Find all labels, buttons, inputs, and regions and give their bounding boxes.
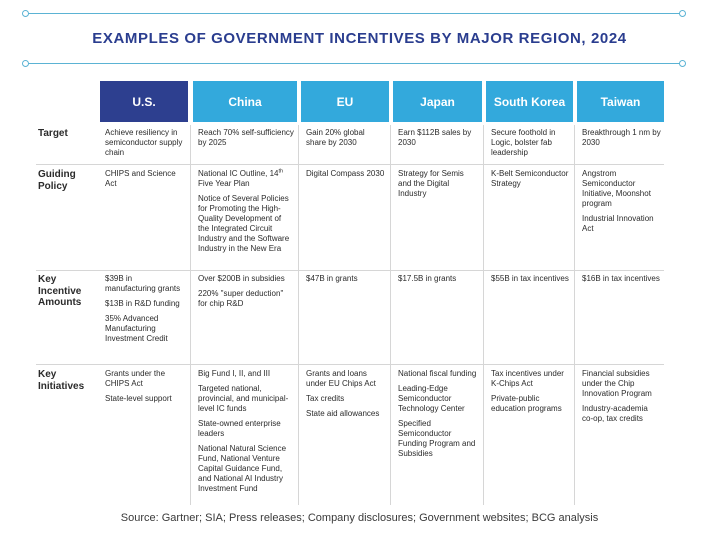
cell-guiding-policy-japan: Strategy for Semis and the Digital Indus… bbox=[398, 169, 479, 204]
cell-target-taiwan: Breakthrough 1 nm by 2030 bbox=[582, 128, 661, 153]
cell-paragraph: Gain 20% global share by 2030 bbox=[306, 128, 365, 147]
cell-paragraph: National Natural Science Fund, National … bbox=[198, 444, 287, 493]
column-divider bbox=[483, 125, 484, 505]
row-divider bbox=[36, 270, 664, 271]
cell-paragraph: Over $200B in subsidies bbox=[198, 274, 285, 283]
cell-paragraph: Secure foothold in Logic, bolster fab le… bbox=[491, 128, 556, 157]
cell-paragraph: Notice of Several Policies for Promoting… bbox=[198, 194, 290, 253]
cell-paragraph: Specified Semiconductor Funding Program … bbox=[398, 419, 476, 458]
column-divider bbox=[298, 125, 299, 505]
cell-paragraph: 35% Advanced Manufacturing Investment Cr… bbox=[105, 314, 168, 343]
cell-paragraph: K-Belt Semiconductor Strategy bbox=[491, 169, 569, 188]
cell-guiding-policy-taiwan: Angstrom Semiconductor Initiative, Moons… bbox=[582, 169, 661, 239]
cell-guiding-policy-china: National IC Outline, 14th Five Year Plan… bbox=[198, 169, 294, 259]
column-header-japan: Japan bbox=[393, 81, 482, 122]
cell-paragraph: Earn $112B sales by 2030 bbox=[398, 128, 472, 147]
row-label-key-initiatives: Key Initiatives bbox=[38, 369, 85, 392]
cell-paragraph: $39B in manufacturing grants bbox=[105, 274, 181, 293]
cell-paragraph: Angstrom Semiconductor Initiative, Moons… bbox=[582, 169, 651, 208]
cell-paragraph: Industry-academia co-op, tax credits bbox=[582, 404, 648, 423]
cell-paragraph: Grants under the CHIPS Act bbox=[105, 369, 166, 388]
cell-target-south-korea: Secure foothold in Logic, bolster fab le… bbox=[491, 128, 570, 163]
column-divider bbox=[390, 125, 391, 505]
column-header-south-korea: South Korea bbox=[486, 81, 573, 122]
cell-paragraph: Leading-Edge Semiconductor Technology Ce… bbox=[398, 384, 465, 413]
column-header-u-s: U.S. bbox=[100, 81, 188, 122]
cell-paragraph: State-owned enterprise leaders bbox=[198, 419, 281, 438]
cell-paragraph: $16B in tax incentives bbox=[582, 274, 660, 283]
cell-target-u-s: Achieve resiliency in semiconductor supp… bbox=[105, 128, 185, 163]
cell-paragraph: $13B in R&D funding bbox=[105, 299, 180, 308]
cell-key-incentive-amounts-china: Over $200B in subsidies 220% "super deduc… bbox=[198, 274, 294, 314]
cell-guiding-policy-eu: Digital Compass 2030 bbox=[306, 169, 386, 184]
cell-paragraph: Financial subsidies under the Chip Innov… bbox=[582, 369, 652, 398]
cell-paragraph: National IC Outline, 14th Five Year Plan bbox=[198, 168, 284, 188]
cell-key-initiatives-south-korea: Tax incentives under K-Chips Act Private-… bbox=[491, 369, 570, 419]
cell-paragraph: State-level support bbox=[105, 394, 172, 403]
cell-paragraph: $47B in grants bbox=[306, 274, 358, 283]
cell-paragraph: Tax incentives under K-Chips Act bbox=[491, 369, 564, 388]
cell-paragraph: Tax credits bbox=[306, 394, 345, 403]
cell-key-incentive-amounts-japan: $17.5B in grants bbox=[398, 274, 479, 289]
cell-paragraph: State aid allowances bbox=[306, 409, 380, 418]
cell-paragraph: $17.5B in grants bbox=[398, 274, 457, 283]
cell-paragraph: $55B in tax incentives bbox=[491, 274, 569, 283]
cell-paragraph: CHIPS and Science Act bbox=[105, 169, 176, 188]
cell-guiding-policy-south-korea: K-Belt Semiconductor Strategy bbox=[491, 169, 570, 194]
cell-paragraph: Grants and loans under EU Chips Act bbox=[306, 369, 376, 388]
cell-paragraph: Private-public education programs bbox=[491, 394, 562, 413]
cell-key-incentive-amounts-taiwan: $16B in tax incentives bbox=[582, 274, 661, 289]
row-divider bbox=[36, 164, 664, 165]
cell-key-initiatives-eu: Grants and loans under EU Chips Act Tax c… bbox=[306, 369, 386, 424]
cell-key-initiatives-japan: National fiscal funding Leading-Edge Semi… bbox=[398, 369, 479, 464]
column-header-eu: EU bbox=[301, 81, 389, 122]
cell-paragraph: Breakthrough 1 nm by 2030 bbox=[582, 128, 661, 147]
cell-target-eu: Gain 20% global share by 2030 bbox=[306, 128, 386, 153]
cell-paragraph: Targeted national, provincial, and munic… bbox=[198, 384, 289, 413]
cell-guiding-policy-u-s: CHIPS and Science Act bbox=[105, 169, 185, 194]
cell-target-japan: Earn $112B sales by 2030 bbox=[398, 128, 479, 153]
row-label-key-incentive-amounts: Key Incentive Amounts bbox=[38, 274, 82, 308]
column-divider bbox=[190, 125, 191, 505]
cell-paragraph: Digital Compass 2030 bbox=[306, 169, 385, 178]
table-title: EXAMPLES OF GOVERNMENT INCENTIVES BY MAJ… bbox=[92, 30, 627, 47]
column-header-taiwan: Taiwan bbox=[577, 81, 664, 122]
row-label-guiding-policy: Guiding Policy bbox=[38, 169, 76, 192]
cell-paragraph: Achieve resiliency in semiconductor supp… bbox=[105, 128, 183, 157]
cell-key-incentive-amounts-south-korea: $55B in tax incentives bbox=[491, 274, 570, 289]
cell-key-incentive-amounts-u-s: $39B in manufacturing grants $13B in R&D … bbox=[105, 274, 185, 349]
column-header-china: China bbox=[193, 81, 297, 122]
cell-key-initiatives-china: Big Fund I, II, and III Targeted national… bbox=[198, 369, 294, 499]
cell-paragraph: Strategy for Semis and the Digital Indus… bbox=[398, 169, 464, 198]
cell-paragraph: 220% "super deduction" for chip R&D bbox=[198, 289, 284, 308]
cell-key-incentive-amounts-eu: $47B in grants bbox=[306, 274, 386, 289]
cell-paragraph: National fiscal funding bbox=[398, 369, 477, 378]
cell-target-china: Reach 70% self-sufficiency by 2025 bbox=[198, 128, 294, 153]
cell-paragraph: Reach 70% self-sufficiency by 2025 bbox=[198, 128, 294, 147]
cell-key-initiatives-u-s: Grants under the CHIPS Act State-level su… bbox=[105, 369, 185, 409]
title-rule bbox=[22, 60, 686, 67]
cell-paragraph: Big Fund I, II, and III bbox=[198, 369, 271, 378]
column-divider bbox=[574, 125, 575, 505]
cell-paragraph: Industrial Innovation Act bbox=[582, 214, 654, 233]
row-label-target: Target bbox=[38, 128, 68, 139]
top-rule bbox=[22, 10, 686, 17]
row-divider bbox=[36, 364, 664, 365]
cell-key-initiatives-taiwan: Financial subsidies under the Chip Innov… bbox=[582, 369, 661, 429]
source-note: Source: Gartner; SIA; Press releases; Co… bbox=[120, 512, 599, 524]
